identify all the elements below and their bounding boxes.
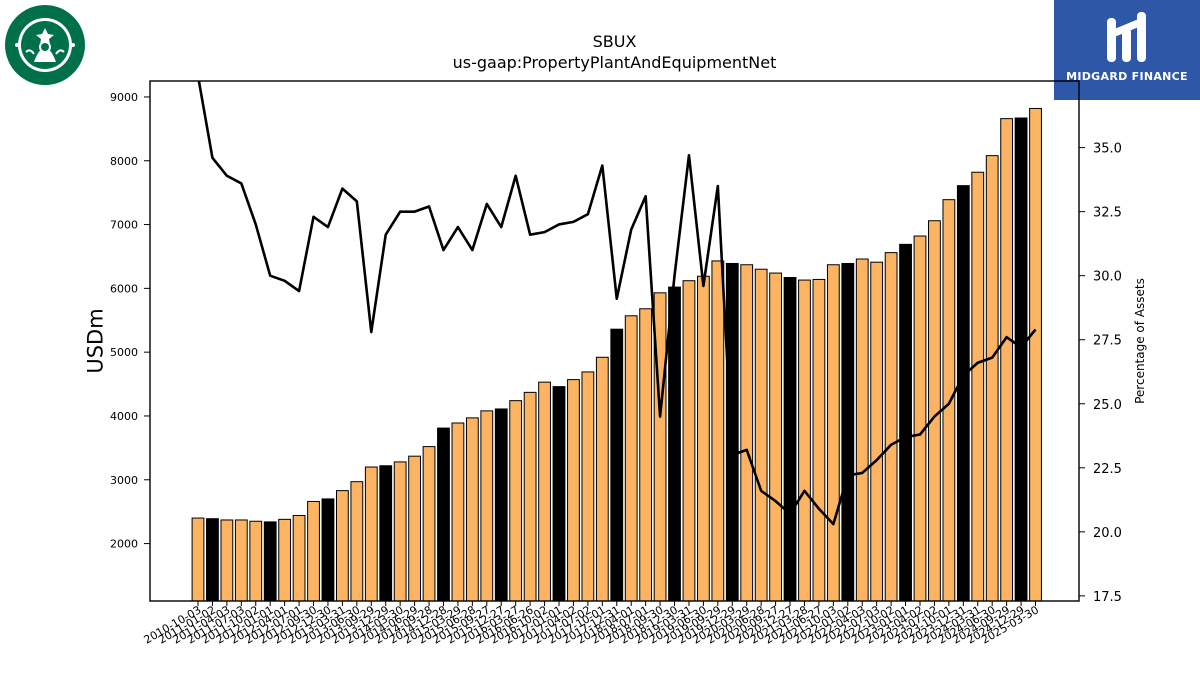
y-tick-label-4000: 4000	[110, 410, 138, 423]
bar-2024-12-29	[1014, 117, 1028, 602]
bar-2023-01-01	[899, 243, 912, 602]
y2-tick-label-22.5: 22.5	[1093, 462, 1122, 477]
bar-2021-03-28	[798, 279, 811, 602]
bar-2015-12-27	[494, 408, 508, 602]
bar-2024-06-30	[985, 155, 999, 602]
bar-2016-06-26	[523, 391, 537, 602]
midgard-finance-brand-text: MIDGARD FINANCE	[1066, 70, 1188, 83]
y-tick-label-2000: 2000	[110, 538, 138, 551]
bar-2019-03-31	[682, 280, 696, 602]
y-tick-label-6000: 6000	[110, 282, 138, 295]
y-tick-label-7000: 7000	[110, 219, 138, 232]
bar-2013-03-31	[336, 490, 349, 602]
bar-2018-07-01	[639, 308, 653, 602]
bar-2022-01-02	[841, 262, 855, 602]
bar-2013-06-30	[350, 481, 364, 602]
bar-2022-10-02	[884, 252, 898, 602]
y2-axis-label: Percentage of Assets	[1133, 278, 1147, 404]
bar-2015-03-29	[451, 422, 465, 602]
starbucks-logo	[4, 4, 86, 86]
bar-2013-09-29	[364, 466, 378, 602]
y2-tick-label-32.5: 32.5	[1093, 206, 1122, 221]
bar-2023-10-01	[942, 199, 956, 602]
y-axis-label: USDm	[83, 308, 107, 373]
bar-2019-09-29	[711, 260, 725, 602]
bar-2013-12-29	[379, 465, 393, 602]
bar-2012-04-01	[278, 518, 292, 602]
chart-title-ticker: SBUX	[592, 32, 637, 51]
y2-tick-label-35.0: 35.0	[1093, 142, 1122, 157]
bar-2023-07-02	[928, 220, 941, 602]
y2-tick-label-20.0: 20.0	[1093, 526, 1122, 541]
bar-2024-03-31	[971, 171, 985, 602]
bar-2022-04-03	[855, 258, 869, 602]
bar-2024-09-29	[1000, 118, 1014, 602]
bar-2011-10-02	[249, 520, 263, 602]
bar-2014-06-29	[408, 455, 422, 602]
bar-2020-03-29	[740, 264, 754, 602]
bar-2018-12-30	[668, 286, 681, 602]
bar-2011-07-03	[234, 519, 248, 602]
bar-2012-01-01	[263, 521, 277, 602]
y2-tick-label-25.0: 25.0	[1093, 398, 1122, 413]
bar-2014-12-28	[437, 427, 450, 602]
bar-2018-04-01	[624, 315, 638, 602]
starbucks-siren-icon	[5, 5, 85, 85]
bar-2017-10-01	[595, 356, 609, 602]
bar-2023-12-31	[956, 185, 970, 602]
y-tick-label-5000: 5000	[110, 346, 138, 359]
bar-2022-07-03	[870, 261, 884, 602]
bar-2015-06-28	[465, 417, 479, 602]
bar-2020-09-27	[769, 272, 783, 602]
bar-2012-09-30	[307, 500, 320, 602]
bar-2011-04-03	[220, 519, 234, 602]
bar-2017-07-02	[581, 371, 595, 602]
bar-2016-10-02	[538, 381, 551, 602]
bar-2017-04-02	[567, 379, 580, 602]
y-tick-label-8000: 8000	[110, 155, 138, 168]
bar-2025-03-30	[1029, 107, 1042, 602]
plot-frame	[149, 80, 1080, 602]
bar-2021-06-27	[812, 278, 826, 602]
chart-title-metric: us-gaap:PropertyPlantAndEquipmentNet	[452, 53, 777, 72]
chart-title: SBUX us-gaap:PropertyPlantAndEquipmentNe…	[150, 31, 1079, 73]
bar-2019-06-30	[697, 275, 710, 602]
bar-2017-01-01	[552, 386, 566, 602]
bar-2020-06-28	[754, 268, 768, 602]
bar-2014-03-30	[393, 461, 407, 602]
bar-2016-03-27	[509, 400, 523, 602]
bar-2011-01-02	[206, 518, 219, 602]
midgard-emblem-icon	[1107, 12, 1146, 62]
y-tick-label-9000: 9000	[110, 91, 138, 104]
bar-2020-12-27	[783, 277, 797, 602]
bar-2021-10-03	[826, 264, 840, 602]
bar-2017-12-31	[610, 328, 624, 602]
y2-tick-label-30.0: 30.0	[1093, 270, 1122, 285]
y2-tick-label-17.5: 17.5	[1093, 590, 1122, 605]
bar-2023-04-02	[913, 235, 927, 602]
bar-2010-10-03	[191, 517, 205, 602]
bar-2014-09-28	[422, 446, 436, 602]
y2-tick-label-27.5: 27.5	[1093, 334, 1122, 349]
y-tick-label-3000: 3000	[110, 474, 138, 487]
percentage-of-assets-line	[197, 81, 1037, 526]
bar-2015-09-27	[480, 410, 494, 602]
bar-2012-12-30	[321, 498, 335, 602]
bar-2012-07-01	[292, 515, 306, 602]
